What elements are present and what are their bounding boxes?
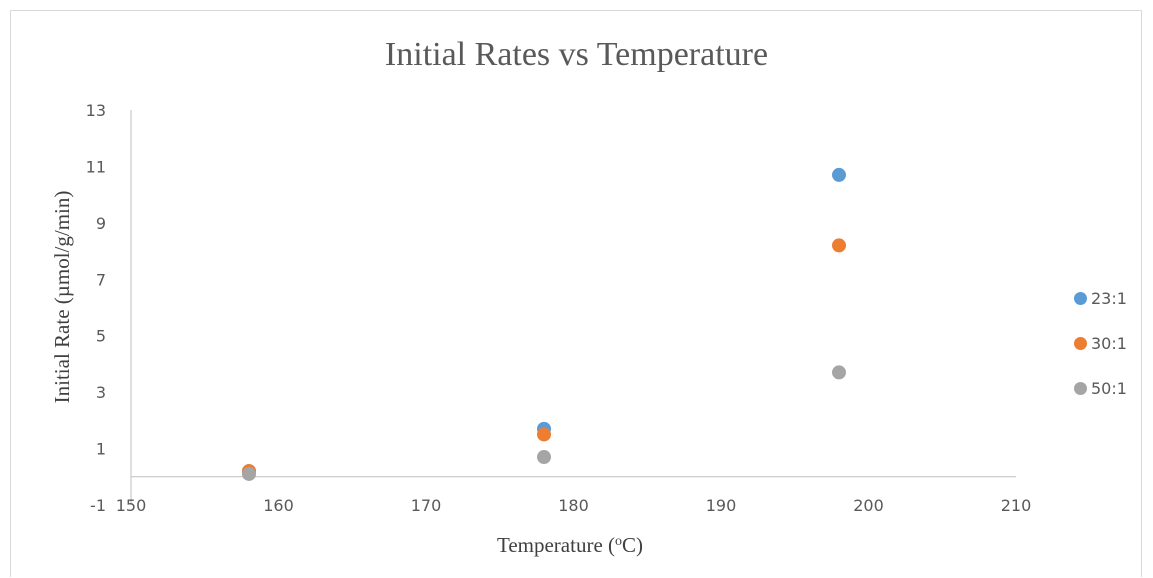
data-point-series-2 <box>832 238 846 253</box>
y-axis-title: Initial Rate (µmol/g/min) <box>50 191 74 404</box>
legend-marker <box>1074 292 1087 305</box>
x-tick-label: 170 <box>411 496 442 515</box>
legend-item: 30:1 <box>1074 321 1152 366</box>
chart-title: Initial Rates vs Temperature <box>384 36 769 73</box>
data-point-series-3 <box>242 466 256 481</box>
x-tick-label: 200 <box>853 496 884 515</box>
data-point-series-1 <box>832 167 846 182</box>
y-tick-label: -1 <box>90 496 106 515</box>
legend-label: 50:1 <box>1091 379 1127 398</box>
x-tick-label: 190 <box>706 496 737 515</box>
legend-marker <box>1074 382 1087 395</box>
data-point-series-3 <box>832 365 846 380</box>
chart-frame <box>10 10 1142 577</box>
legend-label: 23:1 <box>1091 289 1127 308</box>
data-points <box>242 167 846 481</box>
y-tick-label: 7 <box>96 270 106 289</box>
legend-item: 50:1 <box>1074 366 1152 411</box>
x-tick-label: 160 <box>263 496 294 515</box>
y-tick-label: 11 <box>86 157 106 176</box>
x-tick-label: 210 <box>1001 496 1032 515</box>
legend-label: 30:1 <box>1091 334 1127 353</box>
x-tick-label: 150 <box>116 496 147 515</box>
legend-item: 23:1 <box>1074 276 1152 321</box>
data-point-series-3 <box>537 450 551 465</box>
x-axis-title: Temperature (oC) <box>497 533 643 557</box>
y-tick-label: 1 <box>96 440 106 459</box>
y-tick-label: 3 <box>96 383 106 402</box>
y-tick-label: 13 <box>86 101 106 120</box>
y-tick-label: 9 <box>96 214 106 233</box>
legend-marker <box>1074 337 1087 350</box>
y-tick-label: 5 <box>96 327 106 346</box>
legend: 23:1 30:1 50:1 <box>1074 276 1152 411</box>
x-tick-label: 180 <box>558 496 589 515</box>
data-point-series-2 <box>537 427 551 442</box>
x-tick-labels: 150 160 170 180 190 200 210 <box>116 496 1032 515</box>
